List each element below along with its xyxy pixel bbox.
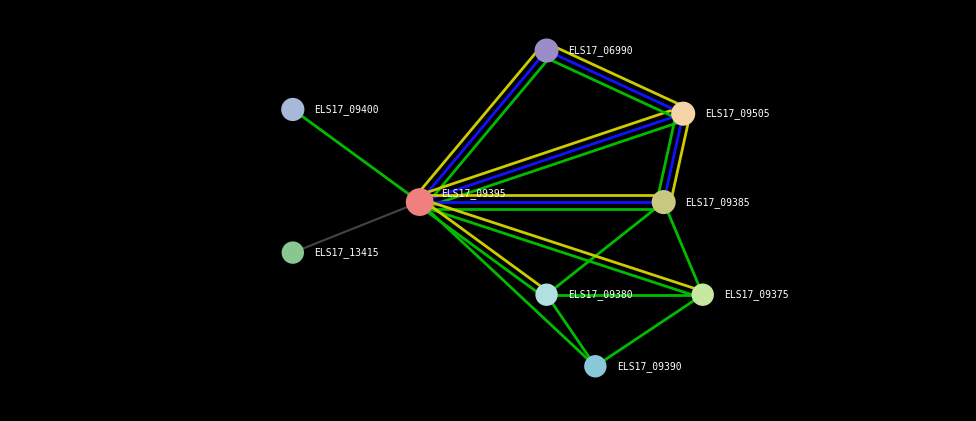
Point	[588, 363, 603, 370]
Text: ELS17_06990: ELS17_06990	[568, 45, 632, 56]
Text: ELS17_09390: ELS17_09390	[617, 361, 681, 372]
Point	[285, 106, 301, 113]
Text: ELS17_09380: ELS17_09380	[568, 289, 632, 300]
Point	[656, 199, 671, 205]
Text: ELS17_09375: ELS17_09375	[724, 289, 789, 300]
Text: ELS17_09400: ELS17_09400	[314, 104, 379, 115]
Text: ELS17_09505: ELS17_09505	[705, 108, 769, 119]
Text: ELS17_09395: ELS17_09395	[441, 188, 506, 199]
Point	[675, 110, 691, 117]
Point	[412, 199, 427, 205]
Point	[539, 291, 554, 298]
Point	[695, 291, 711, 298]
Text: ELS17_09385: ELS17_09385	[685, 197, 750, 208]
Point	[539, 47, 554, 54]
Text: ELS17_13415: ELS17_13415	[314, 247, 379, 258]
Point	[285, 249, 301, 256]
